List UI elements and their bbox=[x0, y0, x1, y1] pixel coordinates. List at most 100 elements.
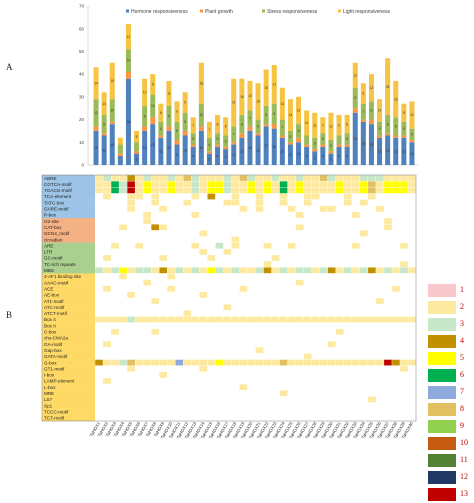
heatmap-cell bbox=[159, 267, 168, 274]
bar-segment bbox=[328, 151, 334, 154]
heatmap-cell bbox=[368, 316, 376, 323]
row-label: TCCC-motif bbox=[44, 409, 69, 414]
bar-value-label: 8 bbox=[306, 154, 308, 158]
bar-segment bbox=[401, 137, 407, 165]
heatmap-cell bbox=[255, 199, 264, 206]
y-tick-label: 30 bbox=[79, 94, 85, 99]
heatmap-cell bbox=[368, 181, 376, 188]
heatmap-cell bbox=[159, 175, 168, 181]
bar-segment bbox=[263, 69, 269, 106]
legend-swatch bbox=[262, 9, 265, 13]
heatmap-cell bbox=[127, 292, 135, 298]
bar-segment bbox=[247, 126, 253, 131]
heatmap-cell bbox=[151, 181, 159, 188]
bar-value-label: 17 bbox=[264, 144, 268, 148]
heatmap-cell bbox=[319, 187, 328, 194]
bar-segment bbox=[377, 99, 383, 122]
heatmap-cell bbox=[311, 359, 320, 366]
heatmap-cell bbox=[119, 181, 127, 188]
heatmap-cell bbox=[295, 175, 304, 181]
bar-value-label: 12 bbox=[94, 111, 98, 115]
heatmap-cell bbox=[408, 267, 416, 274]
heatmap-cell bbox=[207, 359, 216, 366]
bar-segment bbox=[198, 103, 204, 127]
heatmap-cell bbox=[151, 359, 159, 366]
heatmap-cell bbox=[311, 175, 320, 181]
bar-segment bbox=[287, 99, 293, 131]
heatmap-cell bbox=[143, 279, 151, 286]
bar-segment bbox=[344, 115, 350, 134]
row-label-band bbox=[42, 218, 95, 225]
row-label: Box II bbox=[44, 323, 56, 328]
heatmap-legend-item: 8 bbox=[428, 401, 474, 418]
bar-segment bbox=[247, 110, 253, 127]
panel-label-a: A bbox=[6, 62, 13, 72]
bar-value-label: 12 bbox=[281, 150, 285, 154]
bar-segment bbox=[198, 126, 204, 131]
heatmap-cell bbox=[215, 181, 224, 188]
heatmap-cell bbox=[183, 187, 192, 194]
heatmap-cell bbox=[295, 187, 304, 194]
heatmap-cell bbox=[95, 181, 103, 188]
bar-value-label: 5 bbox=[225, 139, 227, 143]
heatmap-cell bbox=[239, 267, 248, 274]
heatmap-cell bbox=[143, 316, 151, 323]
heatmap-cell bbox=[143, 187, 151, 194]
heatmap-cell bbox=[247, 181, 256, 188]
heatmap-cell bbox=[167, 359, 176, 366]
heatmap-cell bbox=[384, 267, 392, 274]
row-label-band bbox=[42, 248, 95, 256]
heatmap-cell bbox=[127, 205, 135, 212]
heatmap-cell bbox=[143, 181, 151, 188]
bar-segment bbox=[271, 128, 277, 165]
bar-segment bbox=[312, 137, 318, 150]
heatmap-cell bbox=[271, 175, 280, 181]
bar-value-label: 5 bbox=[209, 158, 211, 162]
heatmap-cell bbox=[303, 316, 312, 323]
bar-segment bbox=[109, 99, 115, 122]
bar-value-label: 6 bbox=[379, 127, 381, 131]
heatmap-cell bbox=[303, 353, 312, 360]
bar-segment bbox=[93, 126, 99, 131]
bar-segment bbox=[190, 133, 196, 145]
heatmap-cell bbox=[127, 359, 135, 366]
bar-value-label: 21 bbox=[232, 101, 236, 105]
bar-segment bbox=[344, 133, 350, 145]
heatmap-cell bbox=[352, 175, 360, 181]
heatmap-legend-swatch bbox=[428, 352, 456, 365]
heatmap-cell bbox=[207, 181, 216, 188]
heatmap-cell bbox=[263, 267, 272, 274]
bar-segment bbox=[215, 133, 221, 145]
heatmap-cell bbox=[343, 199, 352, 206]
bar-segment bbox=[368, 119, 374, 125]
y-tick-label: 70 bbox=[79, 4, 85, 9]
row-label: I-box bbox=[44, 373, 55, 378]
bar-segment bbox=[125, 71, 131, 79]
heatmap-cell bbox=[263, 181, 272, 188]
panel-label-b: B bbox=[6, 310, 13, 320]
heatmap-cell bbox=[384, 175, 392, 181]
bar-segment bbox=[206, 137, 212, 152]
row-label-band bbox=[42, 322, 95, 329]
bar-value-label: 7 bbox=[281, 126, 283, 130]
heatmap-cell bbox=[135, 316, 143, 323]
heatmap-cell bbox=[384, 316, 392, 323]
heatmap-cell bbox=[255, 181, 264, 188]
bar-value-label: 9 bbox=[176, 110, 178, 114]
heatmap-cell bbox=[183, 316, 192, 323]
bar-segment bbox=[142, 126, 148, 131]
heatmap-cell bbox=[400, 365, 408, 372]
heatmap-cell bbox=[255, 193, 264, 200]
heatmap-cell bbox=[223, 181, 232, 188]
row-label: GA-motif bbox=[44, 342, 63, 347]
heatmap-cell bbox=[271, 255, 280, 261]
heatmap-cell bbox=[119, 359, 127, 366]
heatmap-cell bbox=[368, 193, 376, 200]
heatmap-cell bbox=[263, 242, 272, 249]
heatmap-cell bbox=[167, 273, 176, 280]
heatmap-cell bbox=[159, 255, 168, 261]
heatmap-cell bbox=[303, 199, 312, 206]
row-label: C-box bbox=[44, 330, 57, 335]
heatmap-cell bbox=[103, 378, 111, 384]
bar-segment bbox=[174, 101, 180, 122]
